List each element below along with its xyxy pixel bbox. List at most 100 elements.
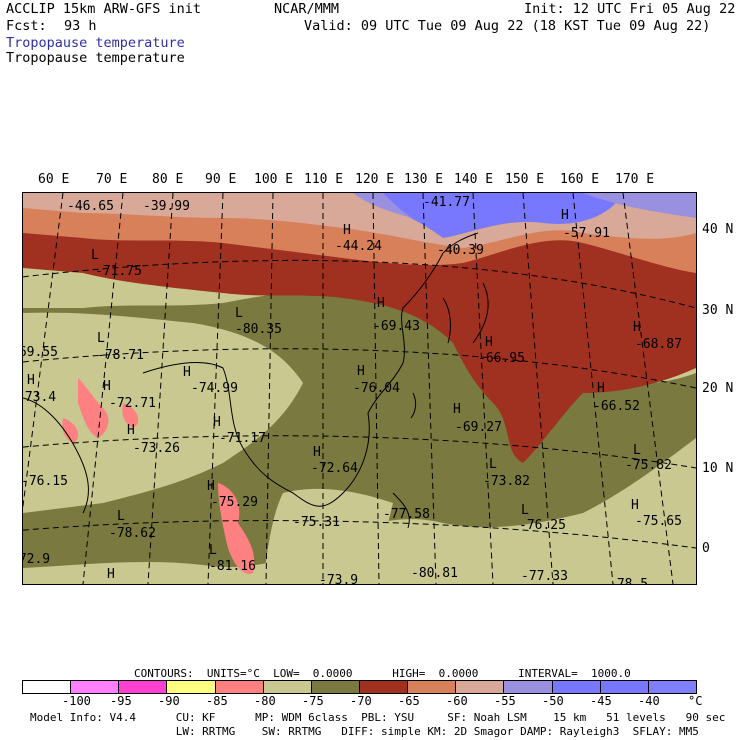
- forecast-hour: 93 h: [64, 18, 97, 34]
- extremum-label: -39.99: [143, 199, 190, 214]
- lon-label: 100 E: [254, 172, 294, 187]
- color-swatch: [71, 681, 120, 693]
- extremum-type: H: [213, 415, 221, 430]
- extremum-label: -72.9: [23, 552, 51, 567]
- colorbar-tick: -50: [542, 694, 564, 708]
- lon-label: 120 E: [355, 172, 395, 187]
- color-swatch: [119, 681, 168, 693]
- org-label: NCAR/MMM: [274, 1, 340, 17]
- init-time: Init: 12 UTC Fri 05 Aug 22: [524, 1, 736, 17]
- extremum-type: H: [207, 479, 215, 494]
- extremum-label: -69.27: [455, 420, 502, 435]
- lon-label: 150 E: [505, 172, 545, 187]
- extremum-label: -73.9: [319, 573, 359, 585]
- extremum-label: -74.99: [191, 381, 238, 396]
- extremum-type: H: [561, 208, 569, 223]
- model-title: ACCLIP 15km ARW-GFS init: [6, 1, 202, 17]
- colorbar-tick: -65: [398, 694, 420, 708]
- extremum-type: H: [107, 567, 115, 582]
- lat-label: 10 N: [702, 461, 734, 476]
- extremum-label: -71.75: [95, 264, 142, 279]
- tropopause-temperature-map: [23, 193, 696, 584]
- field-region-darkred: [23, 213, 696, 463]
- color-swatch: [552, 681, 601, 693]
- extremum-label: -76.15: [22, 474, 68, 489]
- extremum-label: -78.5: [609, 577, 649, 585]
- colorbar-tick: -85: [206, 694, 228, 708]
- extremum-label: -72.64: [311, 461, 358, 476]
- extremum-type: L: [489, 457, 497, 472]
- field-region-blue: [373, 193, 623, 238]
- extremum-type: H: [313, 445, 321, 460]
- extremum-type: L: [521, 503, 529, 518]
- field-region-khaki: [263, 488, 393, 584]
- colorbar-tick: -40: [638, 694, 660, 708]
- extremum-type: H: [631, 498, 639, 513]
- color-scale-bar: [22, 680, 697, 694]
- color-swatch: [648, 681, 696, 693]
- extremum-label: -80.81: [411, 566, 458, 581]
- colorbar-unit: °C: [688, 694, 703, 708]
- extremum-label: -68.87: [635, 337, 682, 352]
- extremum-label: -75.65: [635, 514, 682, 529]
- extremum-type: H: [27, 373, 35, 388]
- colorbar-tick: -45: [590, 694, 612, 708]
- field-title: Tropopause temperature: [6, 35, 185, 51]
- coastline: [392, 282, 489, 529]
- model-info-line2: LW: RRTMG SW: RRTMG DIFF: simple KM: 2D …: [30, 725, 699, 738]
- lat-label: 20 N: [702, 381, 734, 396]
- extremum-label: -41.77: [423, 195, 470, 210]
- extremum-label: -73.4: [23, 390, 57, 405]
- field-region-khaki: [23, 312, 303, 513]
- lon-label: 110 E: [304, 172, 344, 187]
- extremum-label: -76.04: [353, 381, 400, 396]
- coastline: [23, 232, 479, 514]
- extremum-type: H: [377, 296, 385, 311]
- extremum-type: H: [183, 365, 191, 380]
- map-panel[interactable]: -46.65 -39.99 -41.77 H -57.91 H -44.24 -…: [22, 192, 697, 585]
- color-swatch: [23, 681, 72, 693]
- lon-label: 160 E: [560, 172, 600, 187]
- extremum-label: -76.25: [519, 518, 566, 533]
- forecast-label: Fcst:: [6, 18, 47, 34]
- colorbar-tick: -95: [110, 694, 132, 708]
- graticule: [23, 193, 696, 584]
- extremum-label: -57.91: [563, 226, 610, 241]
- color-swatch: [408, 681, 457, 693]
- extremum-label: -44.24: [335, 239, 382, 254]
- extremum-type: H: [633, 320, 641, 335]
- extremum-type: H: [103, 379, 111, 394]
- color-swatch: [504, 681, 553, 693]
- extremum-label: -69.43: [373, 319, 420, 334]
- contour-info: CONTOURS: UNITS=°C LOW= 0.0000 HIGH= 0.0…: [134, 667, 631, 680]
- color-swatch: [215, 681, 264, 693]
- extremum-type: L: [235, 306, 243, 321]
- extremum-label: -71.17: [219, 431, 266, 446]
- lat-label: 30 N: [702, 303, 734, 318]
- colorbar-tick: -55: [494, 694, 516, 708]
- extremum-label: -40.39: [437, 243, 484, 258]
- colorbar-tick: -100: [62, 694, 91, 708]
- extremum-label: -77.33: [521, 569, 568, 584]
- lat-label: 0: [702, 541, 710, 556]
- extremum-label: -75.29: [211, 495, 258, 510]
- extremum-type: H: [357, 364, 365, 379]
- lat-label: 40 N: [702, 222, 734, 237]
- extremum-type: L: [209, 543, 217, 558]
- field-region-pink: [62, 378, 109, 443]
- colorbar-tick: -75: [302, 694, 324, 708]
- extremum-label: -73.26: [133, 441, 180, 456]
- extremum-label: -66.52: [593, 399, 640, 414]
- field-subtitle: Tropopause temperature: [6, 50, 185, 66]
- lon-label: 70 E: [96, 172, 128, 187]
- color-swatch: [167, 681, 216, 693]
- extremum-type: L: [97, 331, 105, 346]
- extremum-type: H: [453, 402, 461, 417]
- extremum-type: H: [127, 423, 135, 438]
- extremum-label: -69.55: [23, 345, 58, 360]
- extremum-label: -46.65: [67, 199, 114, 214]
- colorbar-tick: -80: [254, 694, 276, 708]
- field-region-khaki: [403, 478, 696, 584]
- extremum-type: L: [633, 443, 641, 458]
- extremum-type: L: [117, 509, 125, 524]
